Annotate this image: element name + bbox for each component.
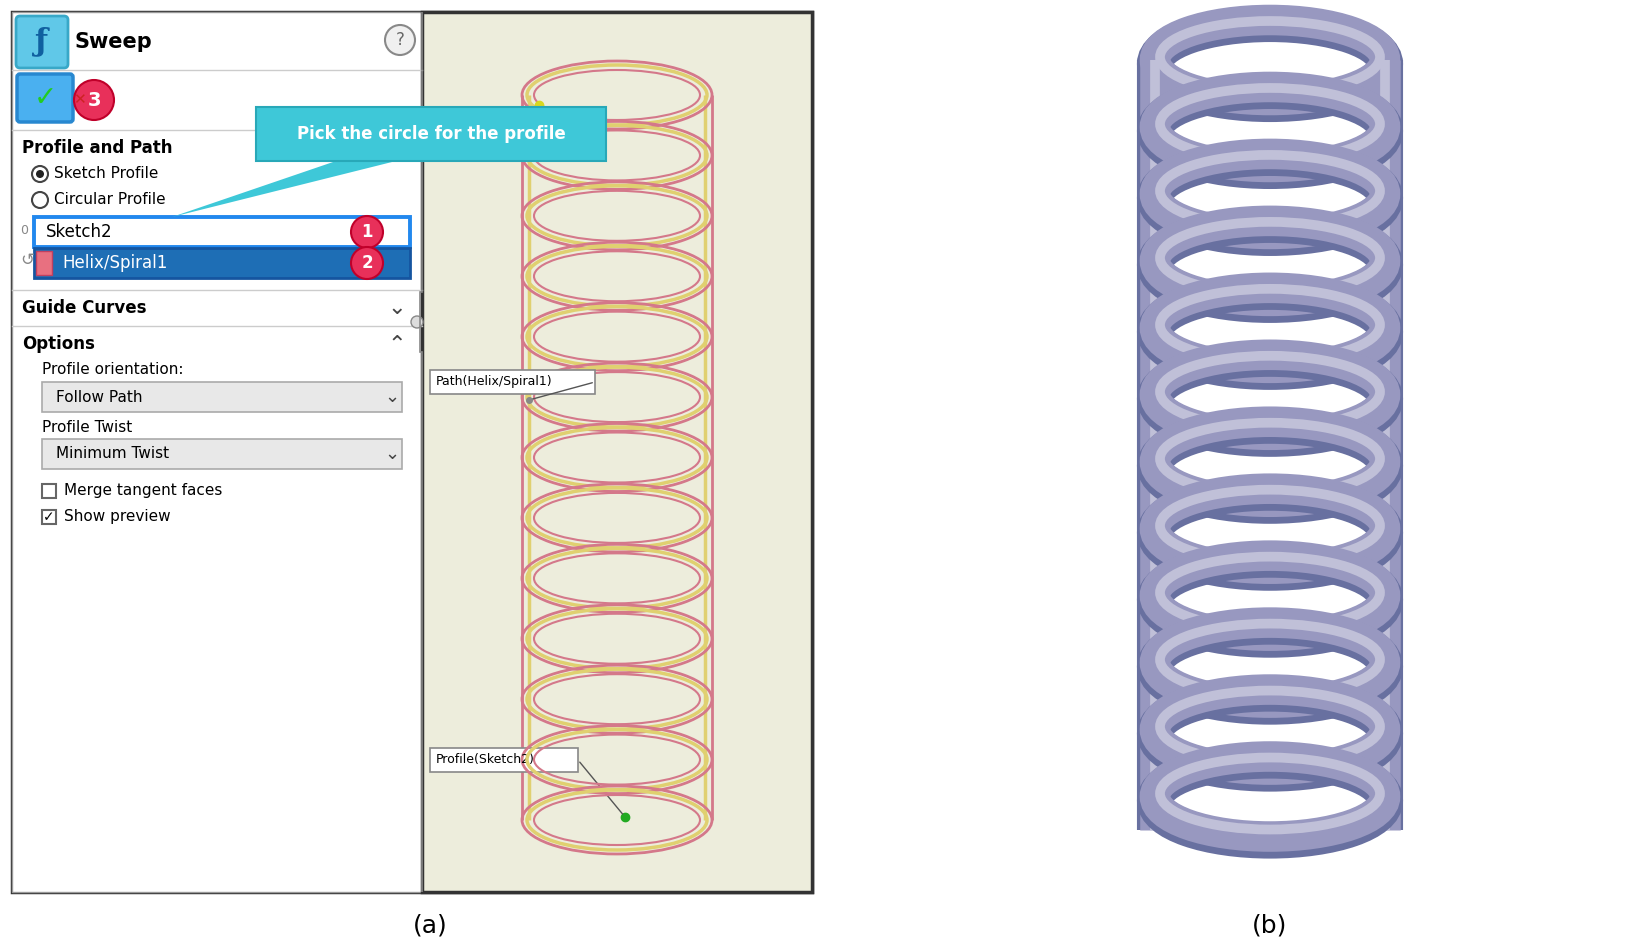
Text: Sketch Profile: Sketch Profile	[54, 166, 158, 182]
Circle shape	[351, 247, 383, 279]
Circle shape	[31, 192, 48, 208]
Text: ⌄: ⌄	[388, 298, 406, 318]
FancyBboxPatch shape	[12, 12, 812, 892]
FancyBboxPatch shape	[256, 107, 606, 161]
Text: Follow Path: Follow Path	[56, 390, 142, 404]
Text: ⌄: ⌄	[384, 388, 399, 406]
Text: 3: 3	[87, 90, 101, 109]
Text: ✓: ✓	[33, 84, 56, 112]
Text: Sweep: Sweep	[74, 32, 152, 52]
FancyBboxPatch shape	[16, 16, 68, 68]
Text: ✓: ✓	[43, 510, 54, 524]
FancyBboxPatch shape	[35, 217, 409, 247]
Text: Merge tangent faces: Merge tangent faces	[64, 483, 223, 498]
FancyBboxPatch shape	[35, 248, 409, 278]
FancyBboxPatch shape	[16, 74, 73, 122]
Text: Options: Options	[21, 335, 96, 353]
Text: (a): (a)	[412, 914, 447, 938]
FancyBboxPatch shape	[41, 439, 403, 469]
Text: 2: 2	[361, 254, 373, 272]
Circle shape	[411, 316, 422, 328]
Text: Path(Helix/Spiral1): Path(Helix/Spiral1)	[436, 376, 553, 389]
Circle shape	[31, 166, 48, 182]
Text: (b): (b)	[1252, 914, 1287, 938]
Text: ?: ?	[396, 31, 404, 49]
Text: ⌃: ⌃	[388, 334, 406, 354]
Text: ↺: ↺	[20, 251, 35, 269]
Circle shape	[74, 80, 114, 120]
Text: Profile Twist: Profile Twist	[41, 419, 132, 435]
FancyBboxPatch shape	[12, 12, 422, 892]
FancyBboxPatch shape	[41, 382, 403, 412]
FancyBboxPatch shape	[36, 251, 53, 275]
FancyBboxPatch shape	[41, 484, 56, 498]
FancyBboxPatch shape	[41, 510, 56, 524]
Circle shape	[351, 216, 383, 248]
Circle shape	[384, 25, 416, 55]
Polygon shape	[172, 161, 396, 217]
Text: Pick the circle for the profile: Pick the circle for the profile	[297, 125, 566, 143]
FancyBboxPatch shape	[431, 748, 578, 772]
Text: Circular Profile: Circular Profile	[54, 192, 165, 207]
Text: Profile(Sketch2): Profile(Sketch2)	[436, 753, 535, 767]
Text: Profile orientation:: Profile orientation:	[41, 362, 183, 378]
Text: 1: 1	[361, 223, 373, 241]
FancyBboxPatch shape	[431, 370, 596, 394]
Text: ⌄: ⌄	[384, 445, 399, 463]
Text: ƒ: ƒ	[35, 27, 48, 57]
Text: Profile and Path: Profile and Path	[21, 139, 173, 157]
Text: Sketch2: Sketch2	[46, 223, 112, 241]
Text: Show preview: Show preview	[64, 510, 170, 525]
Text: ✕: ✕	[73, 92, 86, 107]
Text: Guide Curves: Guide Curves	[21, 299, 147, 317]
Text: Helix/Spiral1: Helix/Spiral1	[63, 254, 167, 272]
Text: 0: 0	[20, 223, 28, 237]
Text: Minimum Twist: Minimum Twist	[56, 447, 168, 461]
Circle shape	[36, 170, 45, 178]
FancyBboxPatch shape	[422, 12, 812, 892]
